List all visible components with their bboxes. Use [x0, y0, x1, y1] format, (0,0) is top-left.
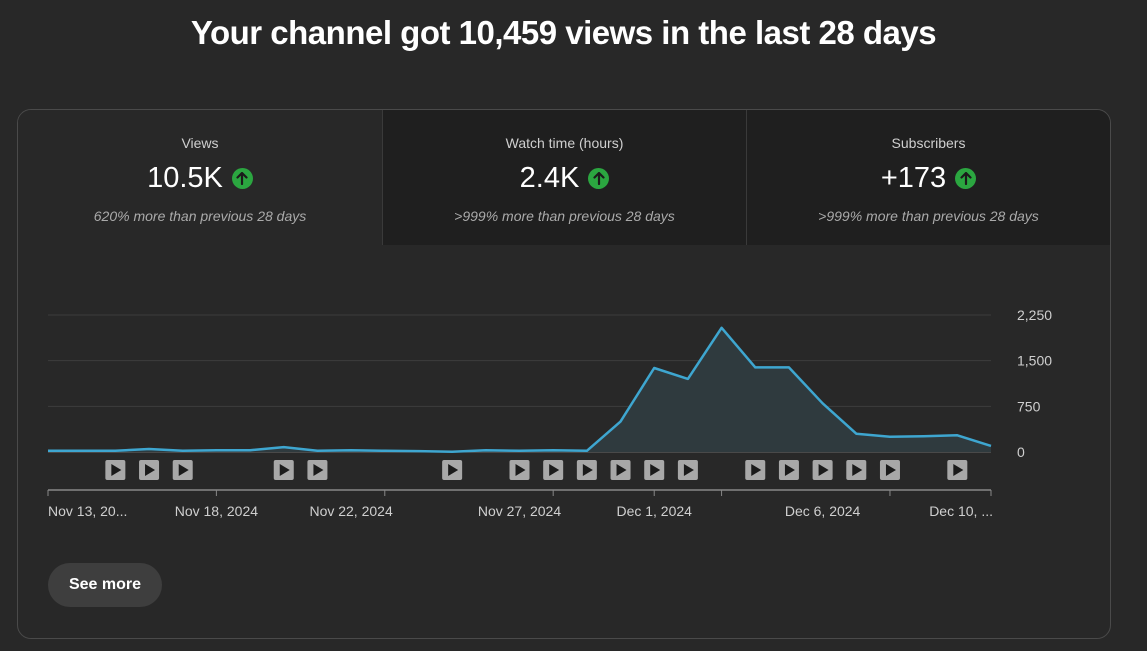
x-tick-label: Dec 1, 2024 [616, 503, 692, 519]
play-icon [885, 464, 896, 476]
chart-x-axis: Nov 13, 20... Nov 18, 2024 Nov 22, 2024 Nov… [47, 489, 993, 519]
tab-value-row: 2.4K [383, 161, 746, 195]
see-more-button[interactable]: See more [48, 563, 162, 607]
play-icon [582, 464, 593, 476]
analytics-card: Views 10.5K 620% more than previous 28 d… [17, 109, 1111, 639]
x-tick-label: Dec 10, ... [929, 503, 993, 519]
video-marker-icon[interactable] [644, 460, 665, 480]
tab-watch-time[interactable]: Watch time (hours) 2.4K >999% more than … [382, 110, 746, 245]
x-tick-label: Nov 27, 2024 [478, 503, 561, 519]
play-icon [650, 464, 661, 476]
y-tick-label: 0 [1017, 444, 1025, 460]
arrow-up-circle-icon [588, 167, 610, 189]
video-marker-icon[interactable] [543, 460, 564, 480]
tab-value: +173 [880, 162, 947, 194]
metric-tabs: Views 10.5K 620% more than previous 28 d… [18, 110, 1110, 245]
tab-label: Views [181, 135, 219, 151]
tab-value: 2.4K [519, 162, 580, 194]
arrow-up-circle-icon [955, 167, 977, 189]
play-icon [784, 464, 795, 476]
play-icon [515, 464, 526, 476]
y-tick-label: 2,250 [1017, 307, 1052, 323]
video-marker-icon[interactable] [677, 460, 698, 480]
video-marker-icon[interactable] [745, 460, 766, 480]
tab-value-row: +173 [747, 161, 1110, 195]
video-markers [105, 460, 968, 480]
video-marker-icon[interactable] [172, 460, 193, 480]
x-tick-label: Nov 18, 2024 [175, 503, 258, 519]
play-icon [818, 464, 829, 476]
tab-views[interactable]: Views 10.5K 620% more than previous 28 d… [18, 110, 382, 245]
video-marker-icon[interactable] [307, 460, 328, 480]
video-marker-icon[interactable] [442, 460, 463, 480]
video-marker-icon[interactable] [576, 460, 597, 480]
video-marker-icon[interactable] [846, 460, 867, 480]
video-marker-icon[interactable] [947, 460, 968, 480]
chart-series [48, 326, 992, 453]
tab-comparison: >999% more than previous 28 days [818, 208, 1039, 224]
play-icon [751, 464, 762, 476]
play-icon [111, 464, 122, 476]
arrow-up-circle-icon [231, 167, 253, 189]
views-chart: 0 750 1,500 2,250 Nov 13, 20... Nov 18, 2024… [47, 307, 1052, 519]
series-area [48, 327, 991, 452]
page-title: Your channel got 10,459 views in the las… [190, 14, 937, 51]
y-tick-label: 1,500 [1017, 353, 1052, 369]
video-marker-icon[interactable] [778, 460, 799, 480]
play-icon [616, 464, 627, 476]
tab-label: Watch time (hours) [505, 135, 624, 151]
play-icon [448, 464, 459, 476]
x-tick-label: Dec 6, 2024 [785, 503, 861, 519]
x-tick-label: Nov 13, 20... [48, 503, 127, 519]
video-marker-icon[interactable] [610, 460, 631, 480]
video-marker-icon[interactable] [812, 460, 833, 480]
video-marker-icon[interactable] [139, 460, 160, 480]
tab-value: 10.5K [147, 162, 223, 194]
video-marker-icon[interactable] [509, 460, 530, 480]
series-line [48, 326, 992, 453]
play-icon [178, 464, 189, 476]
y-tick-label: 750 [1017, 398, 1041, 414]
tab-comparison: 620% more than previous 28 days [93, 208, 307, 224]
video-marker-icon[interactable] [273, 460, 294, 480]
play-icon [313, 464, 324, 476]
video-marker-icon[interactable] [879, 460, 900, 480]
play-icon [549, 464, 560, 476]
tab-comparison: >999% more than previous 28 days [454, 208, 675, 224]
play-icon [279, 464, 290, 476]
play-icon [683, 464, 694, 476]
tab-value-row: 10.5K [18, 161, 382, 195]
play-icon [953, 464, 964, 476]
x-tick-label: Nov 22, 2024 [309, 503, 392, 519]
play-icon [852, 464, 863, 476]
tab-subscribers[interactable]: Subscribers +173 >999% more than previou… [746, 110, 1110, 245]
video-marker-icon[interactable] [105, 460, 126, 480]
tab-label: Subscribers [891, 135, 966, 151]
play-icon [145, 464, 156, 476]
